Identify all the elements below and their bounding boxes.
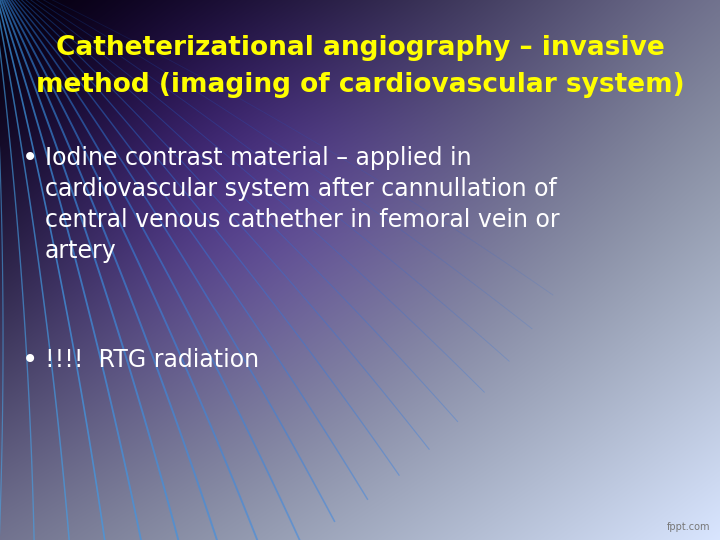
Text: Iodine contrast material – applied in: Iodine contrast material – applied in <box>45 146 472 170</box>
Text: method (imaging of cardiovascular system): method (imaging of cardiovascular system… <box>36 72 684 98</box>
Text: fppt.com: fppt.com <box>667 522 710 532</box>
Text: •: • <box>22 144 38 172</box>
Text: !!!!  RTG radiation: !!!! RTG radiation <box>45 348 259 372</box>
Text: artery: artery <box>45 239 117 263</box>
Text: •: • <box>22 346 38 374</box>
Text: central venous cathether in femoral vein or: central venous cathether in femoral vein… <box>45 208 559 232</box>
Text: cardiovascular system after cannullation of: cardiovascular system after cannullation… <box>45 177 557 201</box>
Text: Catheterizational angiography – invasive: Catheterizational angiography – invasive <box>55 35 665 61</box>
